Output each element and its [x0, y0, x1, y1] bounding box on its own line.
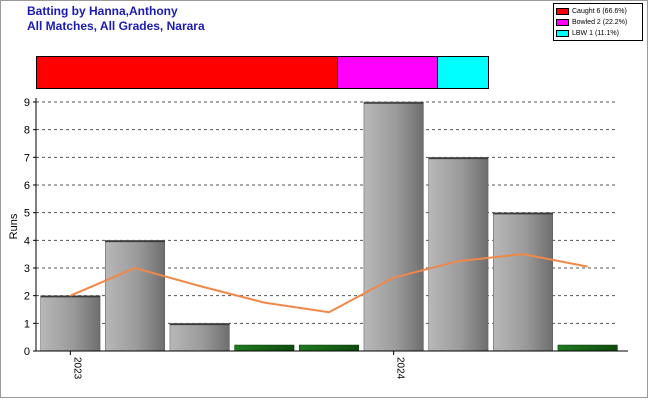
x-category-label: 2024	[395, 357, 406, 380]
legend-swatch-caught	[556, 8, 569, 15]
y-tick-label: 7	[24, 152, 30, 164]
y-tick-label: 8	[24, 125, 30, 137]
average-line-path	[69, 253, 588, 314]
legend-item-lbw: LBW 1 (11.1%)	[556, 28, 640, 39]
y-tick-label: 1	[24, 318, 30, 330]
dismissal-proportion-bar	[36, 56, 489, 89]
run-bar	[493, 212, 553, 352]
run-bar	[363, 101, 424, 352]
y-tick-label: 4	[24, 235, 30, 247]
dismissal-segment-bowled	[337, 57, 438, 88]
zero-score-bar	[234, 344, 295, 352]
y-tick-label: 6	[24, 180, 30, 192]
run-bar	[428, 157, 489, 352]
legend-item-bowled: Bowled 2 (22.2%)	[556, 17, 640, 28]
y-tick-label: 3	[24, 263, 30, 275]
dismissal-segment-caught	[37, 57, 338, 88]
y-tick-label: 9	[24, 97, 30, 109]
legend-swatch-bowled	[556, 19, 569, 26]
axes: 0 1 2 3 4 5 6 7 8 9 Runs 2023 2024	[8, 97, 628, 380]
average-line	[69, 253, 588, 314]
chart-subtitle: All Matches, All Grades, Narara	[27, 19, 205, 33]
y-tick-label: 0	[24, 346, 30, 358]
x-category-label: 2023	[71, 357, 82, 380]
legend: Caught 6 (66.6%) Bowled 2 (22.2%) LBW 1 …	[553, 3, 643, 41]
run-bar	[105, 240, 165, 352]
run-bar	[40, 295, 101, 352]
y-tick-label: 2	[24, 291, 30, 303]
legend-label-caught: Caught 6 (66.6%)	[572, 8, 627, 15]
bars	[40, 101, 618, 352]
zero-score-bar	[557, 344, 618, 352]
dismissal-segment-lbw	[437, 57, 488, 88]
legend-label-lbw: LBW 1 (11.1%)	[572, 30, 619, 37]
y-tick-label: 5	[24, 208, 30, 220]
y-axis-label: Runs	[8, 213, 20, 239]
zero-score-bar	[299, 344, 359, 352]
chart-title: Batting by Hanna,Anthony	[27, 4, 178, 18]
legend-item-caught: Caught 6 (66.6%)	[556, 6, 640, 17]
legend-swatch-lbw	[556, 30, 569, 37]
run-bar	[169, 323, 230, 352]
legend-label-bowled: Bowled 2 (22.2%)	[572, 19, 628, 26]
